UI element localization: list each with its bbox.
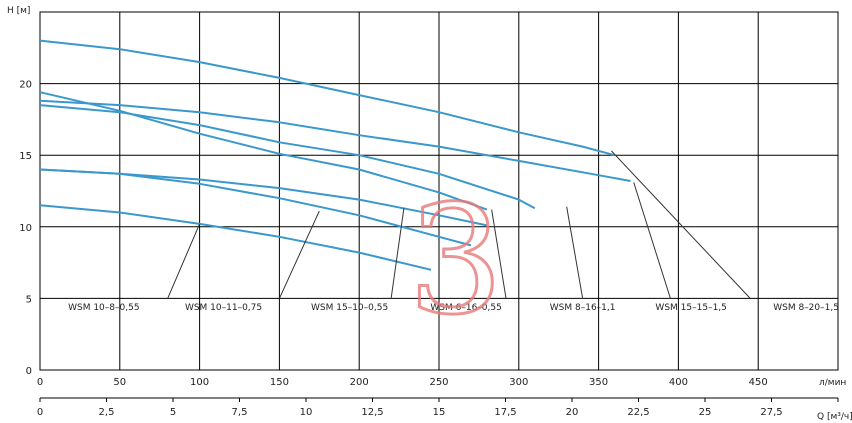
leader-line [633,182,671,299]
y-tick-label: 15 [19,151,32,162]
watermark-logo: 3 [408,174,503,348]
x2-tick-label: 17,5 [494,407,516,418]
leader-line [491,209,507,299]
x2-tick-label: 15 [433,407,446,418]
x2-tick-label: 0 [37,407,43,418]
x-tick-label: 0 [37,377,43,388]
model-label: WSM 15–15–1,5 [655,303,726,313]
y-tick-label: 0 [26,366,32,377]
leader-line [390,208,405,299]
x2-tick-label: 7,5 [232,407,248,418]
y-tick-label: 20 [19,80,32,91]
x-tick-label: 150 [270,377,289,388]
x-tick-label: 250 [429,377,448,388]
x2-tick-label: 12,5 [361,407,383,418]
x2-tick-label: 25 [699,407,712,418]
x2-tick-label: 27,5 [760,407,782,418]
curve-wsm-8-20-1-5 [39,39,615,157]
curve-wsm-15-10-0-55 [39,168,488,227]
x-tick-label: 100 [190,377,209,388]
x2-tick-label: 20 [566,407,579,418]
curve-wsm-8-16-1-1 [39,104,536,210]
x-axis-label: л/мин [819,378,846,388]
leader-lines [167,150,751,299]
model-label: WSM 10–11–0,75 [185,303,262,313]
leader-line [278,210,320,299]
x2-tick-label: 10 [300,407,313,418]
x-tick-label: 400 [669,377,688,388]
x2-tick-label: 5 [170,407,176,418]
curve-wsm-10-8-0-55 [39,204,432,271]
x-tick-label: 50 [113,377,126,388]
x2-axis-label: Q [м³/ч] [817,412,852,422]
curve-wsm-6-16-0-55 [39,91,488,211]
leader-line [611,150,751,299]
grid-lines [39,11,839,402]
model-labels: WSM 10–8–0,55 WSM 10–11–0,75 WSM 15–10–0,5… [68,303,839,313]
leader-line [566,206,584,299]
x-tick-label: 350 [589,377,608,388]
model-label: WSM 15–10–0,55 [311,303,388,313]
model-label: WSM 8–20–1,5 [773,303,839,313]
model-label: WSM 6–16–0,55 [430,303,501,313]
x-tick-label: 450 [749,377,768,388]
y-axis-label: H [м] [7,6,30,16]
leader-line [167,223,201,299]
model-label: WSM 10–8–0,55 [68,303,139,313]
x-tick-label: 300 [509,377,528,388]
curve-wsm-10-11-0-75 [39,168,472,247]
y-tick-label: 10 [19,223,32,234]
x2-tick-label: 22,5 [627,407,649,418]
y-tick-label: 5 [26,294,32,305]
curve-wsm-15-15-1-5 [39,99,631,182]
x2-tick-label: 2,5 [99,407,115,418]
pump-curves [39,39,631,271]
x-tick-label: 200 [350,377,369,388]
model-label: WSM 8–16–1,1 [550,303,616,313]
